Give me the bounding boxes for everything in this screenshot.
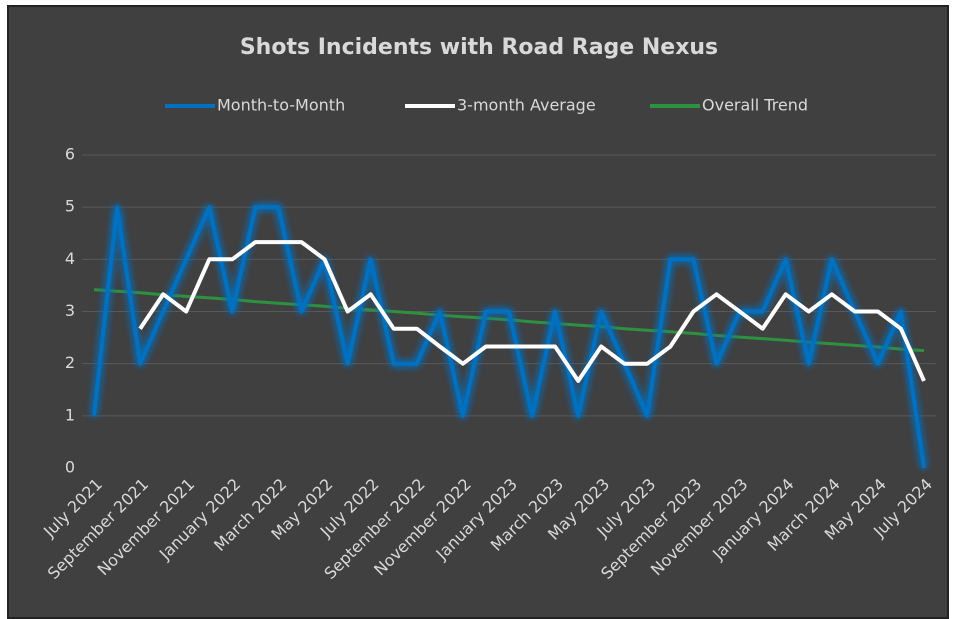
legend-label: Overall Trend (702, 96, 808, 115)
chart-title: Shots Incidents with Road Rage Nexus (240, 35, 718, 60)
y-tick-label: 1 (65, 405, 75, 424)
y-tick-label: 6 (65, 145, 75, 164)
y-tick-label: 2 (65, 353, 75, 372)
y-tick-label: 5 (65, 197, 75, 216)
series-line (138, 240, 926, 383)
legend-label: Month-to-Month (217, 96, 345, 115)
legend-label: 3-month Average (457, 96, 596, 115)
y-tick-label: 0 (65, 458, 75, 477)
y-tick-label: 3 (65, 301, 75, 320)
y-tick-label: 4 (65, 249, 75, 268)
series-line (92, 205, 926, 469)
